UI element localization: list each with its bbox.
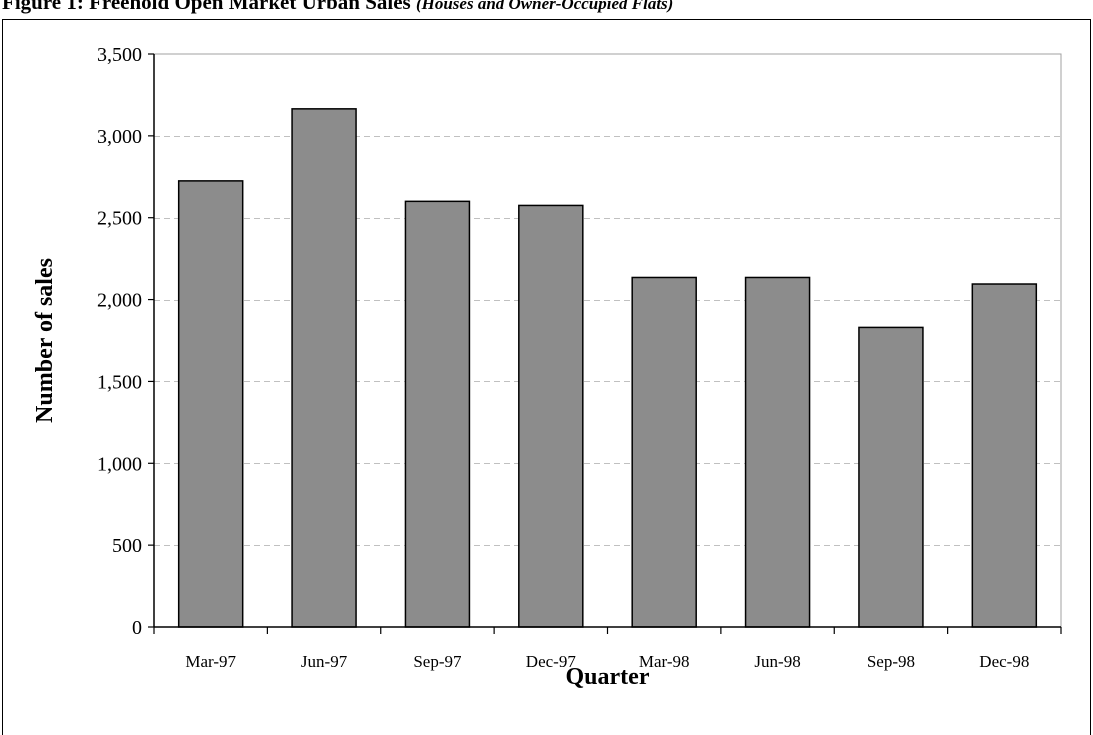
y-tick-label: 3,500 xyxy=(97,44,142,66)
y-tick-label: 1,000 xyxy=(97,453,142,475)
bar xyxy=(291,108,357,628)
bars xyxy=(177,108,1038,628)
bar xyxy=(858,326,924,628)
y-tick-label: 500 xyxy=(112,535,142,557)
plot-area-border xyxy=(153,53,1062,628)
y-tick-label: 2,000 xyxy=(97,290,142,312)
x-axis-title: Quarter xyxy=(566,664,650,690)
bar xyxy=(404,200,471,628)
x-tick-label: Jun-97 xyxy=(301,652,348,671)
y-axis-tick-labels: 0 500 1,000 1,500 2,000 2,500 3,000 3,500 xyxy=(97,44,142,639)
gridlines xyxy=(154,136,1061,546)
bar xyxy=(631,276,697,628)
y-tick-label: 2,500 xyxy=(97,208,142,230)
bar xyxy=(744,276,811,628)
y-tick-label: 0 xyxy=(132,617,142,639)
bar xyxy=(177,180,244,628)
y-tick-label: 1,500 xyxy=(97,371,142,393)
axes xyxy=(148,53,1062,634)
y-tick-label: 3,000 xyxy=(97,126,142,148)
x-tick-label: Jun-98 xyxy=(754,652,800,671)
y-axis-title: Number of sales xyxy=(32,258,58,423)
x-tick-label: Mar-97 xyxy=(185,652,236,671)
figure-frame xyxy=(2,19,1091,735)
x-axis-tick-labels: Mar-97 Jun-97 Sep-97 Dec-97 Mar-98 Jun-98 Sep-… xyxy=(185,652,1029,671)
x-tick-label: Dec-98 xyxy=(979,652,1029,671)
figure-title-main: Figure 1: Freehold Open Market Urban Sal… xyxy=(2,0,411,14)
bar xyxy=(971,283,1038,628)
figure-title-subtitle: (Houses and Owner-Occupied Flats) xyxy=(415,0,674,13)
x-tick-label: Mar-98 xyxy=(639,652,690,671)
x-tick-label: Dec-97 xyxy=(526,652,577,671)
x-tick-label: Sep-97 xyxy=(413,652,462,671)
figure-title: Figure 1: Freehold Open Market Urban Sal… xyxy=(2,0,673,17)
bar xyxy=(518,204,584,628)
x-tick-label: Sep-98 xyxy=(867,652,915,671)
